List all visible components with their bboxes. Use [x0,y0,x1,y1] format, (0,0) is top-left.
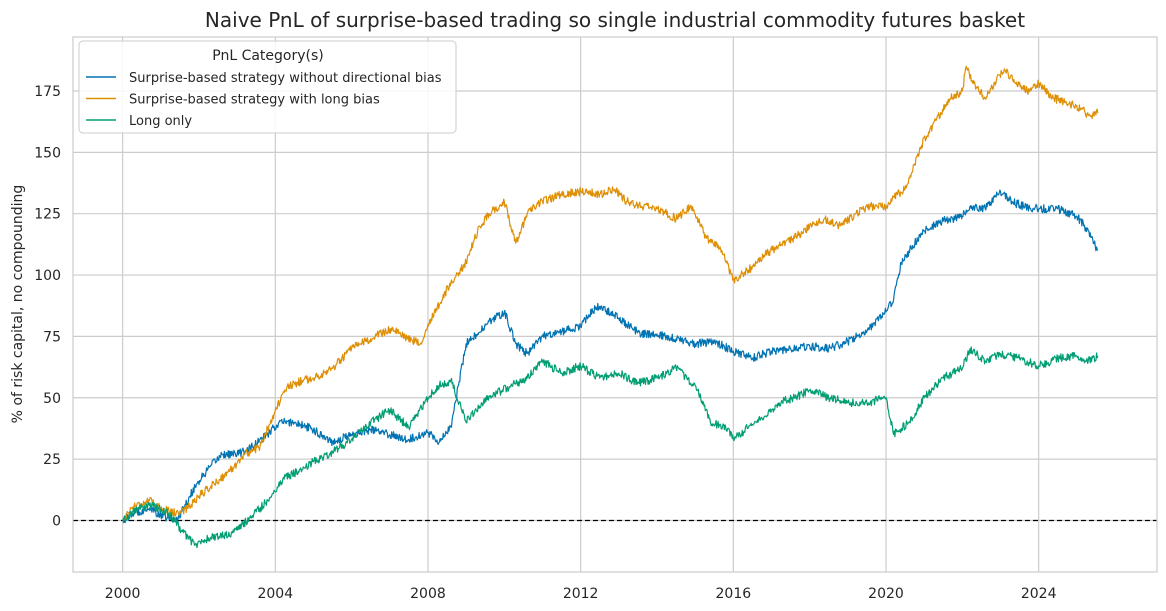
y-tick-label: 175 [34,84,61,100]
y-tick-label: 25 [43,452,61,468]
y-tick-label: 100 [34,268,61,284]
legend-label: Surprise-based strategy with long bias [129,93,380,108]
grid-lines [73,37,1157,572]
legend: PnL Category(s) Surprise-based strategy … [78,40,457,134]
series-lines [122,65,1099,549]
x-tick-label: 2024 [1021,586,1057,602]
x-tick-label: 2020 [868,586,904,602]
x-tick-label: 2016 [716,586,752,602]
legend-label: Surprise-based strategy without directio… [129,71,442,86]
series-line-1 [122,189,1099,524]
plot-frame [72,36,1158,573]
x-axis-ticks: 2000 2004 2008 2012 2016 2020 2024 [105,586,1057,602]
series-line-2 [122,65,1099,521]
y-axis-label: % of risk capital, no compounding [10,185,26,424]
y-tick-label: 0 [52,513,61,529]
chart-title: Naive PnL of surprise-based trading so s… [205,8,1025,32]
legend-box [78,40,457,134]
y-axis-ticks: 0 25 50 75 100 125 150 175 [34,84,61,529]
legend-title: PnL Category(s) [212,48,324,64]
x-tick-label: 2004 [257,586,293,602]
x-tick-label: 2008 [410,586,446,602]
y-tick-label: 150 [34,145,61,161]
y-tick-label: 75 [43,329,61,345]
legend-label: Long only [129,114,192,129]
series-line-3 [122,346,1099,549]
x-tick-label: 2000 [105,586,141,602]
x-tick-label: 2012 [563,586,599,602]
y-tick-label: 125 [34,207,61,223]
y-tick-label: 50 [43,391,61,407]
